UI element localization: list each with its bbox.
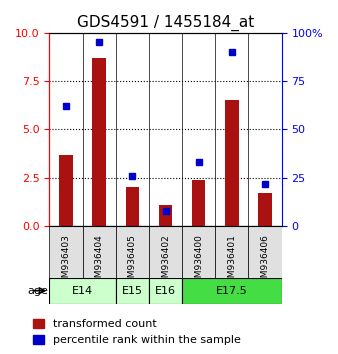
Text: E15: E15 <box>122 286 143 296</box>
Bar <box>182 226 215 278</box>
Bar <box>82 226 116 278</box>
Text: GSM936402: GSM936402 <box>161 234 170 289</box>
Bar <box>149 278 182 304</box>
Bar <box>49 278 116 304</box>
Bar <box>93 58 106 226</box>
Text: GSM936405: GSM936405 <box>128 234 137 289</box>
Text: GSM936400: GSM936400 <box>194 234 203 289</box>
Text: E17.5: E17.5 <box>216 286 248 296</box>
Bar <box>116 278 149 304</box>
Bar <box>59 155 73 226</box>
Bar <box>248 226 282 278</box>
Legend: transformed count, percentile rank within the sample: transformed count, percentile rank withi… <box>29 316 244 348</box>
Bar <box>149 226 182 278</box>
Bar <box>159 205 172 226</box>
Text: age: age <box>28 286 49 296</box>
Bar <box>182 278 282 304</box>
Bar <box>259 193 272 226</box>
Text: GSM936401: GSM936401 <box>227 234 236 289</box>
Text: E16: E16 <box>155 286 176 296</box>
Bar <box>116 226 149 278</box>
Text: E14: E14 <box>72 286 93 296</box>
Text: GSM936403: GSM936403 <box>62 234 70 289</box>
Text: GSM936404: GSM936404 <box>95 234 104 289</box>
Title: GDS4591 / 1455184_at: GDS4591 / 1455184_at <box>77 15 254 31</box>
Text: GSM936406: GSM936406 <box>261 234 270 289</box>
Bar <box>126 187 139 226</box>
Bar <box>225 100 239 226</box>
Bar <box>192 180 205 226</box>
Bar <box>215 226 248 278</box>
Bar <box>49 226 82 278</box>
